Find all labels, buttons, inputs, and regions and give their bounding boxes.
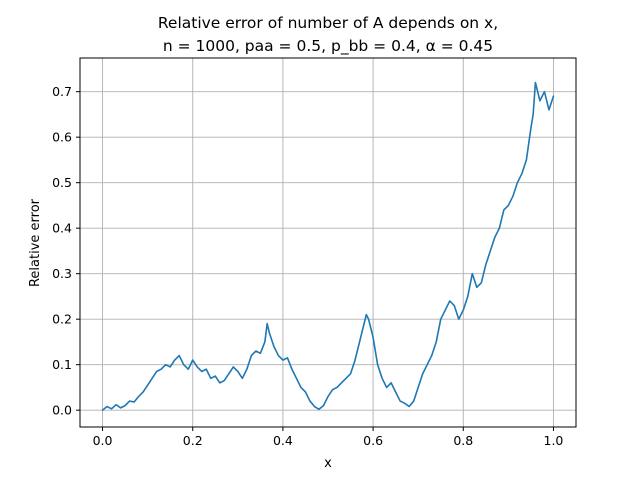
series-group [101,81,555,411]
y-tick-label: 0.0 [52,403,72,418]
x-axis-label: x [324,456,332,471]
chart-title-line-1: Relative error of number of A depends on… [158,14,498,32]
y-axis-label: Relative error [28,198,43,287]
y-tick-label: 0.1 [52,357,72,372]
plot-frame [79,57,577,428]
series-line [101,81,555,411]
x-tick-label: 0.6 [363,433,383,448]
axis-ticks: 0.0 0.2 0.4 0.6 0.8 1.0 0.0 0.1 0.2 0.3 0.4 0.5 0.6 0… [52,84,563,448]
chart-title-line-2: n = 1000, paa = 0.5, p_bb = 0.4, α = 0.4… [163,37,493,56]
x-tick-label: 0.0 [93,433,113,448]
x-tick-label: 0.2 [183,433,203,448]
plot-area-background [80,58,576,427]
y-tick-label: 0.5 [52,175,72,190]
y-tick-label: 0.2 [52,312,72,327]
x-tick-label: 1.0 [544,433,564,448]
x-tick-label: 0.8 [453,433,473,448]
y-tick-label: 0.3 [52,266,72,281]
y-tick-label: 0.7 [52,84,72,99]
x-tick-label: 0.4 [273,433,293,448]
grid-lines [80,58,576,427]
y-tick-label: 0.6 [52,130,72,145]
y-tick-label: 0.4 [52,221,72,236]
